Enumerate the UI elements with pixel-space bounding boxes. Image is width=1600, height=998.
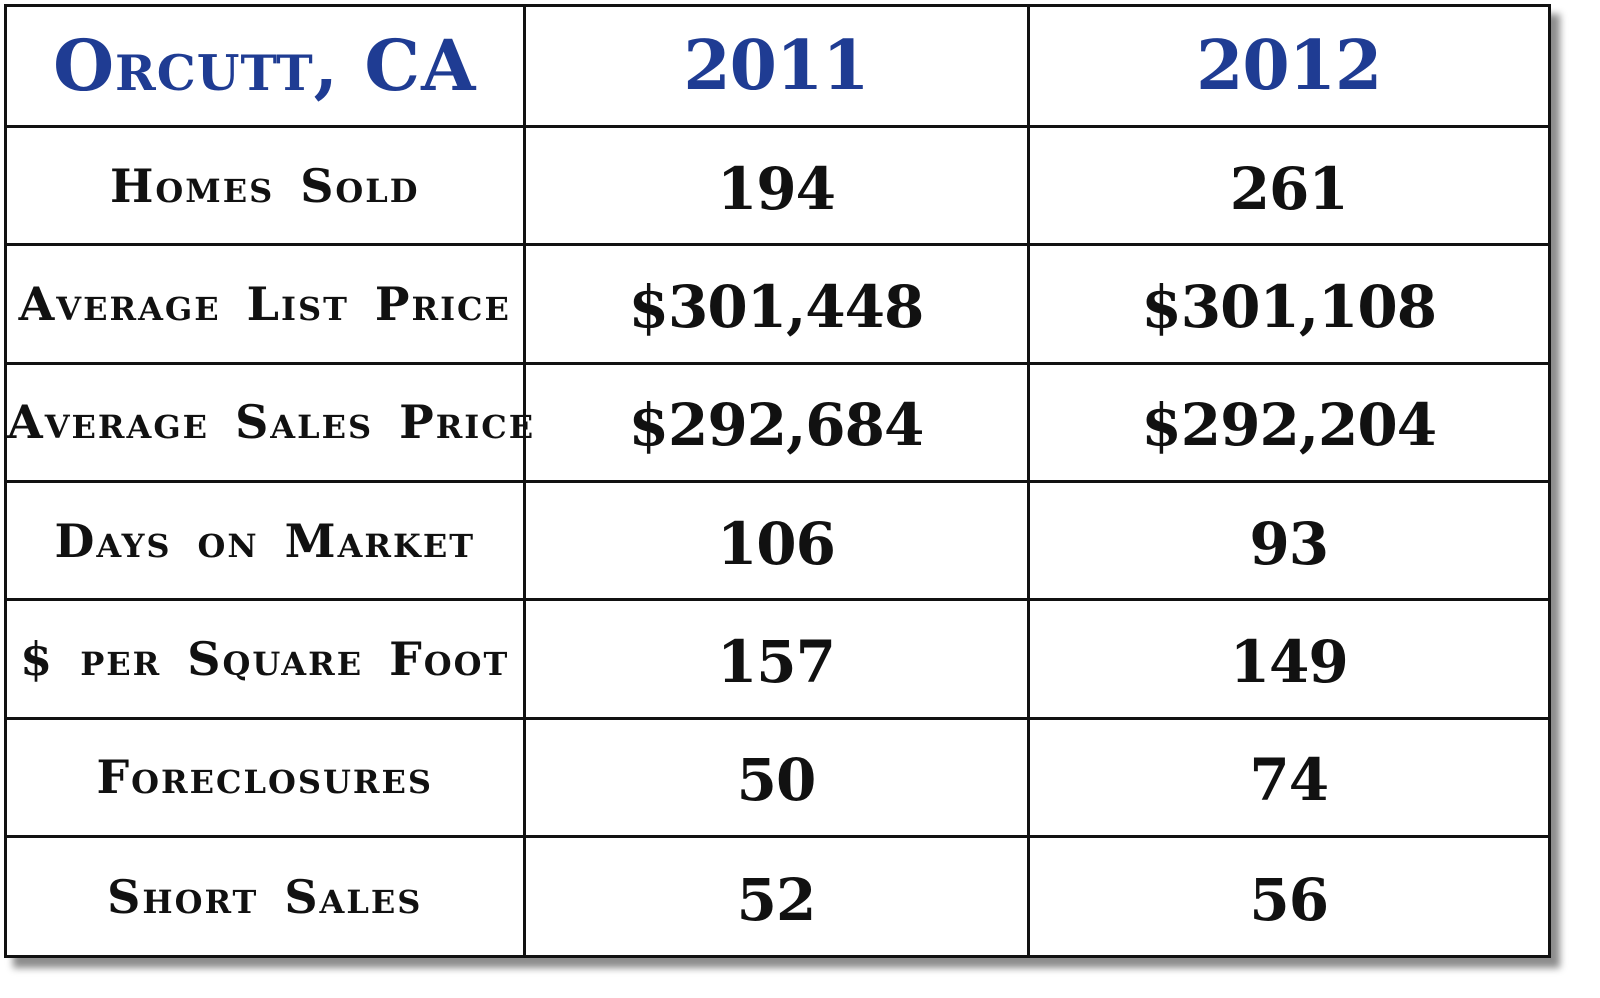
cell-short-sales-2012: 56 (1026, 835, 1548, 955)
market-stats-table-card: Orcutt, CA 2011 2012 Homes Sold 194 261 … (4, 4, 1551, 958)
row-label-average-sales-price: Average Sales Price (7, 361, 533, 483)
row-label-average-list-price: Average List Price (7, 243, 526, 365)
column-header-2011: 2011 (522, 7, 1030, 128)
market-stats-table: Orcutt, CA 2011 2012 Homes Sold 194 261 … (7, 7, 1548, 955)
row-label-foreclosures: Foreclosures (7, 716, 526, 839)
cell-homes-sold-2011: 194 (522, 124, 1030, 247)
table-row: Average Sales Price $292,684 $292,204 (7, 361, 1548, 483)
row-label-short-sales: Short Sales (7, 835, 526, 955)
row-label-homes-sold: Homes Sold (7, 124, 526, 247)
table-row: Average List Price $301,448 $301,108 (7, 243, 1548, 365)
table-header-row: Orcutt, CA 2011 2012 (7, 7, 1548, 128)
cell-short-sales-2011: 52 (522, 835, 1030, 955)
table-row: Foreclosures 50 74 (7, 716, 1548, 839)
cell-days-on-market-2011: 106 (522, 479, 1030, 602)
cell-homes-sold-2012: 261 (1026, 124, 1548, 247)
table-row: Homes Sold 194 261 (7, 124, 1548, 247)
cell-average-sales-price-2012: $292,204 (1026, 361, 1548, 483)
cell-average-list-price-2011: $301,448 (522, 243, 1030, 365)
row-label-price-per-square-foot: $ per Square Foot (7, 598, 526, 720)
cell-price-per-square-foot-2012: 149 (1026, 598, 1548, 720)
table-row: Days on Market 106 93 (7, 479, 1548, 602)
table-title: Orcutt, CA (7, 7, 526, 128)
table-row: $ per Square Foot 157 149 (7, 598, 1548, 720)
cell-average-sales-price-2011: $292,684 (522, 361, 1030, 483)
cell-price-per-square-foot-2011: 157 (522, 598, 1030, 720)
row-label-days-on-market: Days on Market (7, 479, 526, 602)
column-header-2012: 2012 (1026, 7, 1548, 128)
table-row: Short Sales 52 56 (7, 835, 1548, 955)
cell-foreclosures-2011: 50 (522, 716, 1030, 839)
cell-average-list-price-2012: $301,108 (1026, 243, 1548, 365)
cell-foreclosures-2012: 74 (1026, 716, 1548, 839)
cell-days-on-market-2012: 93 (1026, 479, 1548, 602)
